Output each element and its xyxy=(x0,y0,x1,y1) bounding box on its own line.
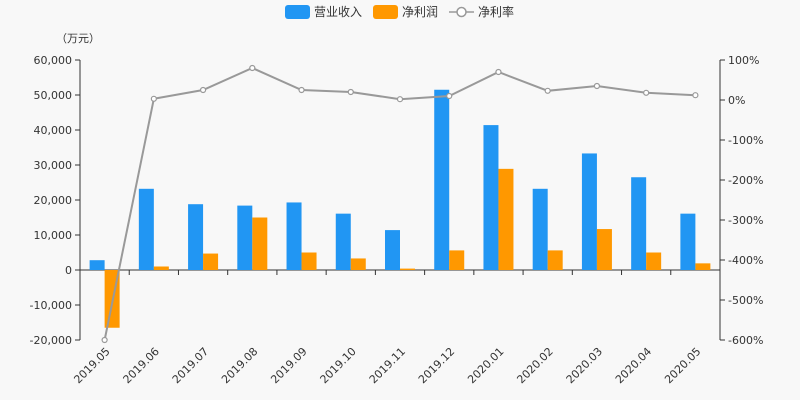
bar-revenue[interactable] xyxy=(680,213,696,270)
legend-label-profit: 净利润 xyxy=(402,5,438,19)
bar-revenue[interactable] xyxy=(188,204,204,270)
x-tick-label: 2019.07 xyxy=(170,345,211,386)
y-right-tick-label: -200% xyxy=(728,174,763,187)
bar-revenue[interactable] xyxy=(483,125,499,270)
bar-revenue[interactable] xyxy=(89,260,105,270)
y-left-tick-label: -10,000 xyxy=(30,299,72,312)
x-tick-label: 2020.01 xyxy=(465,345,506,386)
bar-revenue[interactable] xyxy=(237,205,253,270)
legend-swatch-revenue xyxy=(285,5,310,19)
y-right-tick-label: -400% xyxy=(728,254,763,267)
y-left-tick-label: 60,000 xyxy=(34,54,73,67)
y-left-tick-label: -20,000 xyxy=(30,334,72,347)
legend-label-margin: 净利率 xyxy=(478,4,514,19)
bar-profit[interactable] xyxy=(203,253,219,270)
x-tick-label: 2020.03 xyxy=(564,345,605,386)
bar-profit[interactable] xyxy=(350,258,366,270)
y-right-tick-label: -500% xyxy=(728,294,763,307)
point-net-margin[interactable] xyxy=(692,92,699,99)
y-right-tick-label: 0% xyxy=(728,94,745,107)
point-net-margin[interactable] xyxy=(150,95,157,102)
y-left-tick-label: 10,000 xyxy=(34,229,73,242)
x-tick-label: 2019.11 xyxy=(367,345,408,386)
bar-profit[interactable] xyxy=(646,252,662,271)
y-right-tick-label: -100% xyxy=(728,134,763,147)
x-tick-label: 2020.05 xyxy=(662,345,703,386)
point-net-margin[interactable] xyxy=(446,92,453,100)
point-net-margin[interactable] xyxy=(544,87,551,94)
bar-revenue[interactable] xyxy=(434,89,450,270)
y-left-tick-label: 30,000 xyxy=(34,159,73,172)
point-net-margin[interactable] xyxy=(101,336,108,344)
bar-profit[interactable] xyxy=(301,252,317,271)
bar-revenue[interactable] xyxy=(581,153,597,270)
legend[interactable]: 营业收入 净利润 净利率 xyxy=(285,4,514,19)
bar-profit[interactable] xyxy=(596,229,612,270)
y-left-tick-label: 50,000 xyxy=(34,89,73,102)
bar-revenue[interactable] xyxy=(631,177,647,270)
point-net-margin[interactable] xyxy=(643,89,650,96)
bar-revenue[interactable] xyxy=(286,202,302,270)
bar-profit[interactable] xyxy=(400,268,415,270)
x-tick-label: 2019.06 xyxy=(121,345,162,386)
bar-profit[interactable] xyxy=(153,266,169,271)
point-net-margin[interactable] xyxy=(298,86,305,94)
x-tick-label: 2019.10 xyxy=(318,345,359,386)
y-left-tick-label: 40,000 xyxy=(34,124,73,137)
x-tick-label: 2019.12 xyxy=(416,345,457,386)
x-tick-label: 2019.09 xyxy=(268,345,309,386)
point-net-margin[interactable] xyxy=(347,88,354,96)
bar-revenue[interactable] xyxy=(335,213,351,270)
x-tick-label: 2019.05 xyxy=(71,345,112,386)
legend-swatch-margin-marker xyxy=(456,6,467,18)
bar-revenue[interactable] xyxy=(385,230,400,270)
legend-label-revenue: 营业收入 xyxy=(314,5,362,19)
y-left-tick-label: 0 xyxy=(65,264,72,277)
y-right-tick-label: 100% xyxy=(728,54,759,67)
line-net-margin xyxy=(103,66,696,341)
point-net-margin[interactable] xyxy=(249,64,256,72)
bar-revenue[interactable] xyxy=(138,188,154,270)
point-net-margin[interactable] xyxy=(199,86,207,94)
bar-revenue[interactable] xyxy=(532,188,548,270)
bar-profit[interactable] xyxy=(695,263,711,270)
bar-profit[interactable] xyxy=(252,217,268,271)
point-net-margin[interactable] xyxy=(593,82,601,90)
y-axis-unit-label: （万元） xyxy=(56,32,100,45)
bar-profit[interactable] xyxy=(449,250,465,270)
y-right-tick-label: -600% xyxy=(728,334,763,347)
x-tick-label: 2020.02 xyxy=(514,345,555,386)
point-net-margin[interactable] xyxy=(495,68,502,76)
legend-swatch-profit xyxy=(373,5,398,19)
x-tick-label: 2019.08 xyxy=(219,345,260,386)
x-tick-label: 2020.04 xyxy=(613,345,654,386)
bar-profit[interactable] xyxy=(498,168,514,270)
point-net-margin[interactable] xyxy=(396,96,404,103)
y-left-tick-label: 20,000 xyxy=(34,194,73,207)
plot-area: -20,000 -10,000 0 10,000 20,000 30,000 40,000 5… xyxy=(30,54,764,386)
bar-profit[interactable] xyxy=(547,250,563,270)
y-right-tick-label: -300% xyxy=(728,214,763,227)
